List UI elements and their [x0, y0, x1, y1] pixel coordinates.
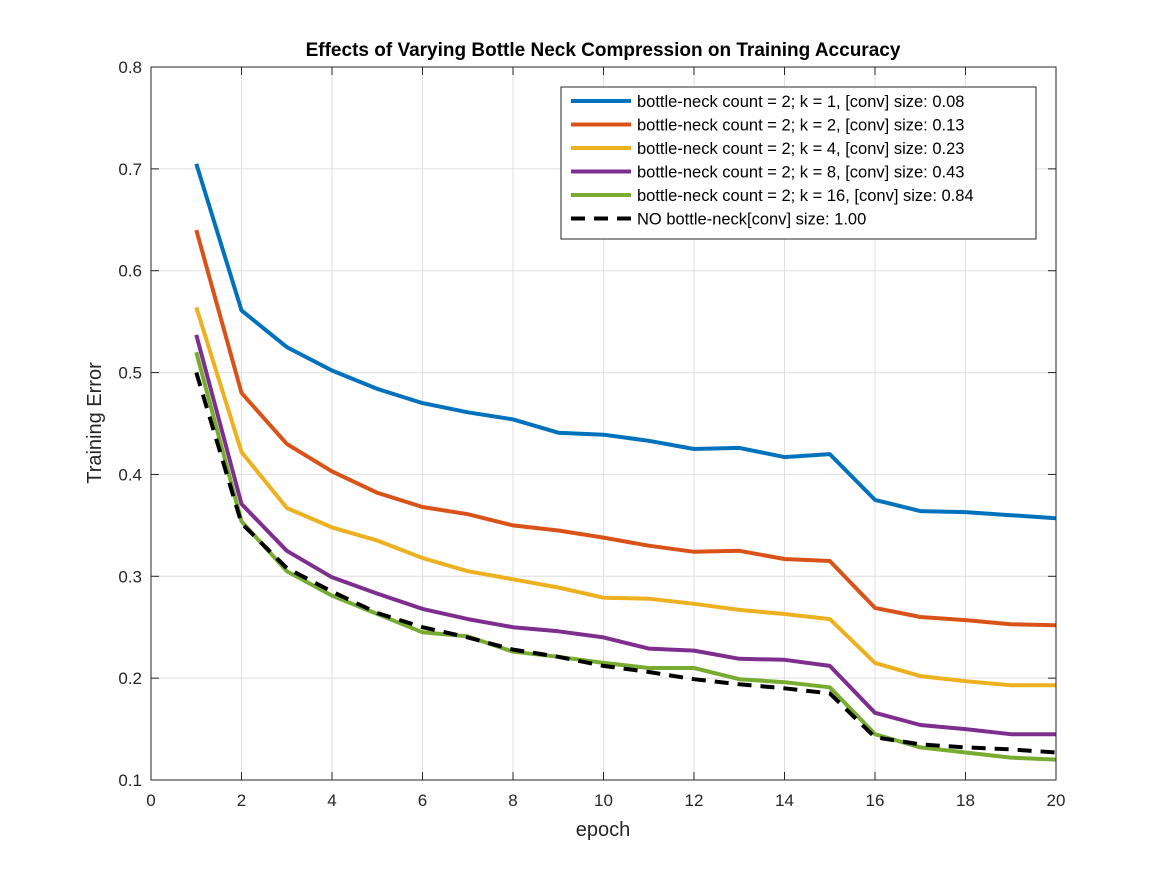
x-tick-label: 10 — [594, 791, 613, 810]
x-tick-label: 14 — [775, 791, 794, 810]
y-tick-labels: 0.1 0.2 0.3 0.4 0.5 0.6 0.7 0.8 — [118, 58, 142, 790]
x-tick-label: 0 — [146, 791, 155, 810]
series-line-4 — [194, 334, 1056, 737]
y-tick-label: 0.6 — [118, 262, 142, 281]
x-tick-label: 6 — [418, 791, 427, 810]
y-tick-label: 0.5 — [118, 364, 142, 383]
y-tick-label: 0.1 — [118, 771, 142, 790]
y-tick-label: 0.7 — [118, 160, 142, 179]
y-axis-label: Training Error — [84, 362, 106, 484]
y-tick-label: 0.4 — [118, 465, 142, 484]
series-line-2 — [194, 229, 1057, 628]
y-tick-label: 0.2 — [118, 669, 142, 688]
series-lines — [194, 163, 1057, 762]
legend-entry-5: bottle-neck count = 2; k = 16, [conv] si… — [637, 187, 974, 205]
legend-entry-1: bottle-neck count = 2; k = 1, [conv] siz… — [637, 93, 964, 111]
legend-entry-6: NO bottle-neck[conv] size: 1.00 — [637, 211, 866, 229]
x-tick-label: 8 — [508, 791, 517, 810]
x-tick-label: 4 — [327, 791, 336, 810]
y-tick-label: 0.3 — [118, 567, 142, 586]
series-line-1 — [194, 163, 1057, 521]
series-line-6 — [194, 372, 1057, 755]
series-line-3 — [194, 306, 1056, 688]
x-tick-label: 20 — [1047, 791, 1066, 810]
ticks — [150, 66, 1057, 781]
x-tick-label: 18 — [956, 791, 975, 810]
x-tick-labels: 0 2 4 6 8 10 12 14 16 18 20 — [146, 791, 1065, 810]
y-tick-label: 0.8 — [118, 58, 142, 77]
x-tick-label: 12 — [685, 791, 704, 810]
x-tick-label: 2 — [237, 791, 246, 810]
legend: bottle-neck count = 2; k = 1, [conv] siz… — [560, 86, 1037, 240]
legend-entry-3: bottle-neck count = 2; k = 4, [conv] siz… — [637, 140, 964, 158]
legend-box — [560, 86, 1037, 240]
chart-title: Effects of Varying Bottle Neck Compressi… — [306, 40, 901, 61]
x-tick-label: 16 — [866, 791, 885, 810]
legend-entry-2: bottle-neck count = 2; k = 2, [conv] siz… — [637, 117, 964, 135]
x-axis-label: epoch — [576, 819, 631, 841]
legend-entry-4: bottle-neck count = 2; k = 8, [conv] siz… — [637, 164, 964, 182]
